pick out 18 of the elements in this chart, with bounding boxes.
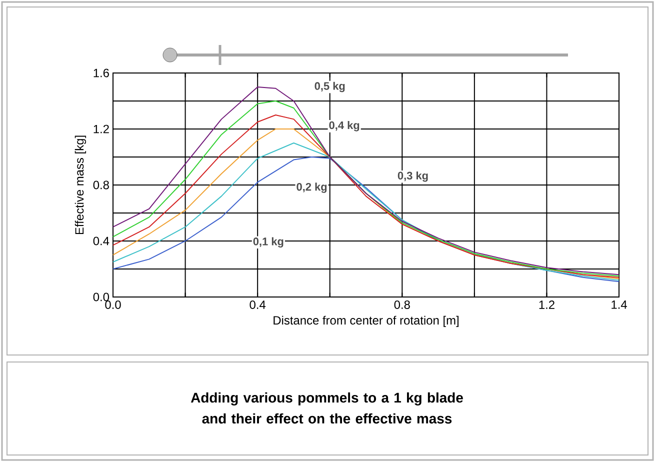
x-tick-label: 0.0 — [105, 300, 121, 309]
x-tick-label: 1.4 — [612, 300, 627, 309]
x-tick-label: 0.8 — [394, 300, 410, 309]
y-tick-label: 1.2 — [94, 124, 109, 134]
annotation: 0,2 kg — [296, 182, 327, 193]
annotation: 0,5 kg — [314, 82, 345, 92]
annotation: 0,4 kg — [329, 121, 360, 132]
text: Adding various pommels to a 1 kg blade and their effect on the effective mass — [190, 392, 463, 424]
x-tick-label: 1.2 — [539, 300, 554, 309]
y-tick-label: 0.0 — [93, 292, 110, 302]
x-tick-label: 0.4 — [250, 300, 266, 309]
annotation: 0,1 kg — [253, 237, 284, 248]
x-axis-title: Distance from center of rotation [m] — [274, 316, 458, 327]
annotation: 0,3 kg — [398, 171, 428, 182]
y-axis-title: Effective mass [kg] — [74, 136, 86, 234]
y-tick-label: 1.6 — [94, 68, 109, 78]
y-tick-label: 0.8 — [93, 180, 109, 190]
y-tick-label: 0.4 — [93, 236, 110, 246]
